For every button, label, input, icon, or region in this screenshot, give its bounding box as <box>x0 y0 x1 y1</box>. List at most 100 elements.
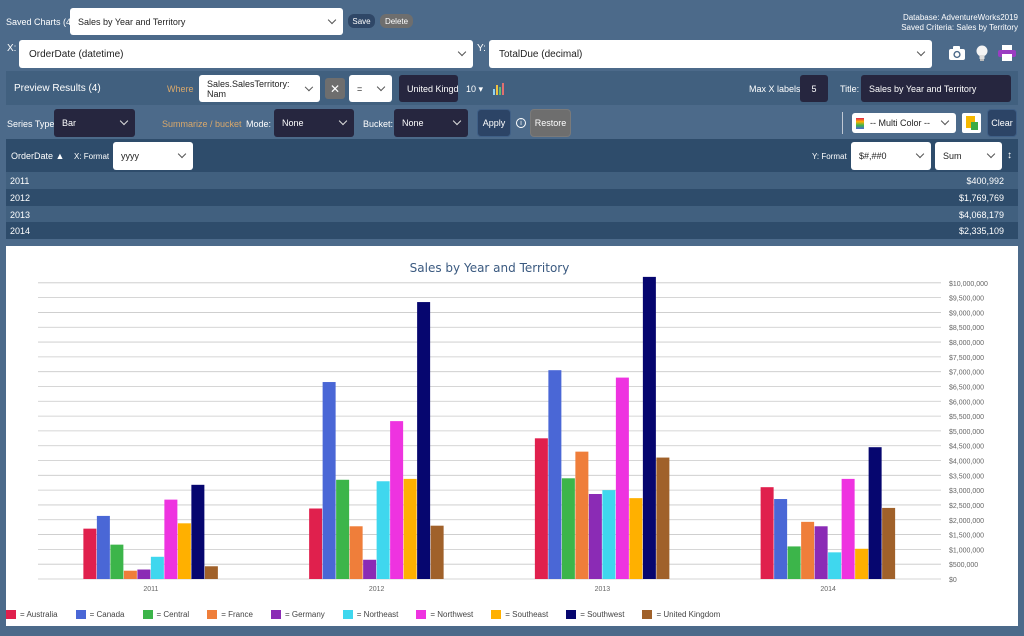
bar <box>177 523 191 579</box>
where-field-select[interactable]: Sales.SalesTerritory: Nam <box>199 75 320 102</box>
y-tick-label: $2,500,000 <box>949 503 984 510</box>
chart-panel: Sales by Year and Territory $0 $500,000 $1,… <box>6 246 1018 626</box>
bar <box>322 382 336 579</box>
bar <box>642 276 656 579</box>
table-row[interactable]: 2013 $4,068,179 <box>6 206 1018 223</box>
excel-icon[interactable] <box>962 113 981 133</box>
legend-item[interactable]: = Northwest <box>416 610 473 619</box>
y-tick-label: $8,500,000 <box>949 325 984 332</box>
bar <box>629 498 643 579</box>
bar <box>417 302 431 579</box>
x-column-label: OrderDate <box>11 151 54 161</box>
bar <box>787 546 801 579</box>
bar <box>868 447 882 579</box>
legend-label: = Southwest <box>580 610 625 619</box>
y-tick-label: $9,500,000 <box>949 296 984 303</box>
y-field-select[interactable]: TotalDue (decimal) <box>489 40 932 68</box>
legend-item[interactable]: = France <box>207 610 253 619</box>
legend-item[interactable]: = Southwest <box>566 610 624 619</box>
apply-button[interactable]: Apply <box>477 109 511 137</box>
row-y: $400,992 <box>966 175 1004 186</box>
x-tick-label: 2011 <box>143 586 158 593</box>
legend-item[interactable]: = Northeast <box>342 610 399 619</box>
bucket-select[interactable]: None <box>394 109 468 137</box>
x-label: X: <box>7 43 17 54</box>
bar <box>123 570 137 579</box>
legend-item[interactable]: = Southeast <box>491 610 548 619</box>
legend-label: = Southeast <box>505 610 549 619</box>
table-row[interactable]: 2012 $1,769,769 <box>6 189 1018 206</box>
close-icon[interactable]: ✕ <box>325 78 345 99</box>
color-swatch-icon <box>856 117 864 129</box>
legend-label: = Germany <box>284 610 325 619</box>
y-tick-label: $8,000,000 <box>949 340 984 347</box>
y-tick-label: $4,500,000 <box>949 444 984 451</box>
x-format-select[interactable]: yyyy <box>113 142 193 170</box>
bar <box>349 526 363 579</box>
y-tick-label: $1,000,000 <box>949 547 984 554</box>
operator-select[interactable]: = <box>349 75 392 102</box>
bar <box>615 377 629 579</box>
bar <box>882 507 896 579</box>
legend-label: = Northeast <box>356 610 399 619</box>
save-button[interactable]: Save <box>348 14 375 28</box>
table-row[interactable]: 2011 $400,992 <box>6 172 1018 189</box>
legend-item[interactable]: = Germany <box>270 610 325 619</box>
series-type-value: Bar <box>62 118 77 128</box>
row-x: 2011 <box>10 175 30 186</box>
summarize-link[interactable]: Summarize / bucket <box>162 119 242 129</box>
x-field-value: OrderDate (datetime) <box>29 48 124 60</box>
aggregate-select[interactable]: Sum <box>935 142 1002 170</box>
max-x-labels-input[interactable]: 5 <box>800 75 828 102</box>
saved-charts-select[interactable]: Sales by Year and Territory <box>70 8 343 35</box>
legend-label: = United Kingdom <box>656 610 721 619</box>
x-format-label: X: Format <box>74 152 110 161</box>
legend-item[interactable]: = Canada <box>75 610 125 619</box>
bar <box>309 508 323 579</box>
y-tick-label: $0 <box>949 577 957 584</box>
sort-icon[interactable]: ↕ <box>1007 150 1012 161</box>
camera-icon[interactable] <box>948 45 966 66</box>
bar <box>403 478 417 579</box>
legend-swatch <box>270 610 281 619</box>
legend-swatch <box>142 610 153 619</box>
bar-chart-icon[interactable] <box>492 82 504 100</box>
y-format-select[interactable]: $#,##0 <box>851 142 931 170</box>
series-type-select[interactable]: Bar <box>54 109 135 137</box>
legend-item[interactable]: = Australia <box>6 610 58 619</box>
mode-select[interactable]: None <box>274 109 354 137</box>
chart-title-input[interactable]: Sales by Year and Territory <box>861 75 1011 102</box>
row-y: $2,335,109 <box>958 225 1004 236</box>
legend-swatch <box>491 610 502 619</box>
preview-band <box>6 71 1018 105</box>
bar <box>548 370 562 579</box>
bar <box>376 481 390 579</box>
chevron-down-icon <box>986 149 996 159</box>
legend-label: = Australia <box>20 610 58 619</box>
legend-label: = Canada <box>89 610 125 619</box>
y-field-value: TotalDue (decimal) <box>499 48 583 60</box>
color-scheme-select[interactable]: -- Multi Color -- <box>852 113 956 133</box>
bar <box>575 451 589 579</box>
x-column-header[interactable]: OrderDate ▲ <box>11 151 64 161</box>
restore-button[interactable]: Restore <box>530 109 571 137</box>
lightbulb-icon[interactable] <box>975 44 989 67</box>
delete-button[interactable]: Delete <box>380 14 413 28</box>
bar <box>656 457 670 579</box>
y-tick-label: $2,000,000 <box>949 518 984 525</box>
where-value-input[interactable]: United Kingdom <box>399 75 458 102</box>
legend-item[interactable]: = United Kingdom <box>642 610 720 619</box>
clear-button[interactable]: Clear <box>987 109 1017 137</box>
y-tick-label: $9,000,000 <box>949 310 984 317</box>
info-icon[interactable]: i <box>516 118 526 128</box>
legend-item[interactable]: = Central <box>142 610 189 619</box>
table-row[interactable]: 2014 $2,335,109 <box>6 222 1018 239</box>
database-text: Database: AdventureWorks2019 <box>902 13 1018 22</box>
chart-legend: = Australia = Canada = Central = France = Ge… <box>6 610 738 619</box>
y-tick-label: $7,000,000 <box>949 370 984 377</box>
x-field-select[interactable]: OrderDate (datetime) <box>19 40 473 68</box>
chevron-down-icon <box>916 47 926 57</box>
where-field-value: Sales.SalesTerritory: Nam <box>207 78 290 99</box>
top-n-select[interactable]: 10 ▾ <box>466 84 484 94</box>
print-icon[interactable] <box>998 45 1016 66</box>
